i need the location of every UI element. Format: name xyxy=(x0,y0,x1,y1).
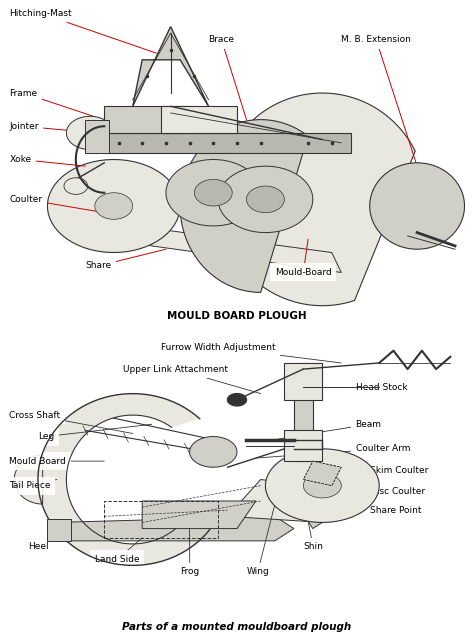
Polygon shape xyxy=(142,501,256,528)
Text: Hitching-Mast: Hitching-Mast xyxy=(9,9,156,53)
Text: Tail Piece: Tail Piece xyxy=(9,479,57,490)
Text: Coulter: Coulter xyxy=(9,195,104,213)
Text: Jointer: Jointer xyxy=(9,122,95,133)
Text: Cross Shaft: Cross Shaft xyxy=(9,411,133,433)
Bar xyxy=(85,119,109,153)
Text: Brace: Brace xyxy=(209,35,246,119)
Text: Shin: Shin xyxy=(303,498,323,551)
Text: Wing: Wing xyxy=(246,504,275,576)
Text: Mould-Board: Mould-Board xyxy=(275,239,332,277)
Polygon shape xyxy=(370,163,465,249)
Text: Frame: Frame xyxy=(9,89,123,127)
Polygon shape xyxy=(190,436,237,467)
Polygon shape xyxy=(57,516,294,541)
Bar xyxy=(284,363,322,400)
Polygon shape xyxy=(85,219,341,272)
Text: Share Point: Share Point xyxy=(322,505,421,514)
Text: Frog: Frog xyxy=(180,528,200,576)
Bar xyxy=(47,520,71,541)
Text: Beam: Beam xyxy=(275,420,382,440)
Polygon shape xyxy=(180,119,308,293)
Text: Upper Link Attachment: Upper Link Attachment xyxy=(123,365,261,394)
Polygon shape xyxy=(95,193,133,219)
Text: Leg: Leg xyxy=(38,424,152,441)
Text: Head Stock: Head Stock xyxy=(322,383,407,392)
Polygon shape xyxy=(64,178,88,194)
Polygon shape xyxy=(303,473,341,498)
Polygon shape xyxy=(66,116,114,150)
Polygon shape xyxy=(228,479,322,523)
Polygon shape xyxy=(218,166,313,233)
Polygon shape xyxy=(218,93,415,305)
Text: Share: Share xyxy=(85,249,166,270)
Text: Xoke: Xoke xyxy=(9,155,85,166)
Bar xyxy=(284,431,322,461)
Text: MOULD BOARD PLOUGH: MOULD BOARD PLOUGH xyxy=(167,311,307,321)
Polygon shape xyxy=(166,160,261,226)
Text: Disc Coulter: Disc Coulter xyxy=(341,488,425,497)
Polygon shape xyxy=(38,394,217,566)
Polygon shape xyxy=(47,160,180,252)
Bar xyxy=(161,106,237,133)
Polygon shape xyxy=(265,449,379,523)
Text: M. B. Extension: M. B. Extension xyxy=(341,35,417,166)
Text: Mould Board: Mould Board xyxy=(9,457,104,466)
Polygon shape xyxy=(14,455,43,504)
Polygon shape xyxy=(303,461,341,486)
Polygon shape xyxy=(228,394,246,406)
Bar xyxy=(104,133,351,153)
Text: Heel: Heel xyxy=(28,535,57,551)
Text: Furrow Width Adjustment: Furrow Width Adjustment xyxy=(161,343,341,363)
Text: Land Side: Land Side xyxy=(95,538,142,564)
Text: Coulter Arm: Coulter Arm xyxy=(256,444,410,458)
Text: Parts of a mounted mouldboard plough: Parts of a mounted mouldboard plough xyxy=(122,622,352,632)
Bar xyxy=(294,363,313,461)
Text: Skim Coulter: Skim Coulter xyxy=(322,466,428,475)
Polygon shape xyxy=(133,27,209,106)
Bar xyxy=(104,106,190,133)
Polygon shape xyxy=(246,186,284,213)
Polygon shape xyxy=(284,479,322,528)
Polygon shape xyxy=(194,180,232,206)
